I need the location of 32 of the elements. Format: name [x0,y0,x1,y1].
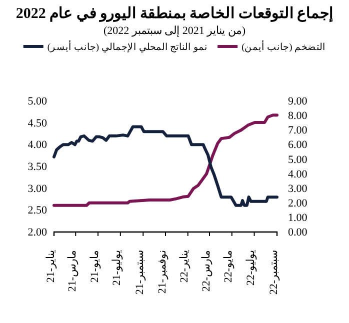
y2-tick-label: 2.00 [288,197,308,210]
y2-tick-label: 9.00 [288,96,308,108]
y-tick-label: 4.00 [28,139,48,152]
y-tick-label: 3.00 [28,182,48,195]
x-tick-label: يناير-22 [178,250,191,283]
y2-tick-label: 6.00 [288,139,308,152]
y-tick-label: 2.50 [28,204,48,217]
y2-tick-label: 3.00 [288,182,308,195]
chart-subtitle: (من يناير 2021 إلى سبتمبر 2022) [103,25,246,37]
chart-title: إجماع التوقعات الخاصة بمنطقة اليورو في عام 2022 [16,6,334,23]
y2-tick-label: 7.00 [288,124,308,137]
x-tick-label: يوليو-22 [245,250,258,286]
y-tick-label: 4.50 [28,117,48,130]
x-tick-label: يناير-21 [44,250,57,283]
x-tick-label: مارس-21 [66,250,78,292]
y2-tick-label: 4.00 [288,168,308,180]
x-tick-label: مايو-22 [222,250,235,283]
legend-label: نمو الناتج المحلي الإجمالي (جانب أيسر) [47,40,208,53]
y-tick-label: 2.00 [28,226,48,239]
y2-tick-label: 1.00 [288,212,308,224]
y2-tick-label: 5.00 [288,154,308,166]
x-tick-label: يوليو-21 [111,250,124,286]
x-tick-label: مايو-21 [88,250,101,283]
x-tick-label: سبتمبر-21 [134,250,146,295]
y2-tick-label: 0.00 [288,226,308,239]
y-tick-label: 5.00 [28,96,48,108]
y-tick-label: 3.50 [28,161,48,174]
legend-label: التضخم (جانب أيمن) [242,40,326,53]
x-tick-label: نوفمبر-21 [156,250,168,294]
x-tick-label: مارس-22 [200,250,212,292]
y2-tick-label: 8.00 [288,110,308,122]
x-tick-label: سبتمبر-22 [268,250,280,295]
